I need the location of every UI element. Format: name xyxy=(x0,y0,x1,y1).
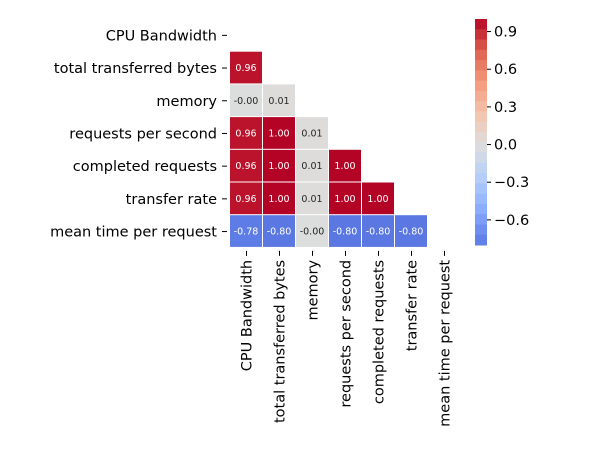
heatmap-cell xyxy=(230,84,262,117)
row-label: CPU Bandwidth xyxy=(106,28,217,44)
heatmap-cell xyxy=(296,215,328,247)
colorbar-tick-label: 0.9 xyxy=(494,25,517,41)
colorbar-segment xyxy=(475,173,487,184)
column-label: memory xyxy=(306,259,322,320)
cell-value-label: -0.80 xyxy=(267,227,292,238)
cell-value-label: 0.96 xyxy=(235,194,256,205)
heatmap-cell xyxy=(230,149,262,182)
cell-value-label: -0.80 xyxy=(366,227,391,238)
colorbar-segment xyxy=(475,70,487,82)
cell-value-label: -0.00 xyxy=(234,96,259,107)
colorbar-segment xyxy=(475,19,487,30)
cell-value-label: 0.96 xyxy=(235,128,256,139)
colorbar-segment xyxy=(475,224,487,236)
colorbar-segment xyxy=(475,111,487,123)
column-label: total transferred bytes xyxy=(273,260,289,423)
cell-value-label: 1.00 xyxy=(334,194,355,205)
row-label: completed requests xyxy=(73,159,217,175)
cell-value-label: 1.00 xyxy=(268,194,289,205)
colorbar-tick-label: 0.6 xyxy=(494,62,517,78)
column-label: transfer rate xyxy=(405,260,421,351)
cell-value-label: -0.80 xyxy=(399,227,424,238)
cell-value-label: 0.01 xyxy=(301,128,322,139)
heatmap-cell xyxy=(263,117,295,149)
cell-value-label: -0.80 xyxy=(333,227,358,238)
cell-value-label: 1.00 xyxy=(367,194,388,205)
colorbar-segment xyxy=(475,234,487,246)
heatmap-cell xyxy=(329,215,361,247)
colorbar-segment xyxy=(475,80,487,92)
row-label: mean time per request xyxy=(50,225,217,241)
colorbar-segment xyxy=(475,142,487,154)
cell-value-label: -0.00 xyxy=(300,227,325,238)
heatmap-cell xyxy=(362,182,394,215)
heatmap-cell xyxy=(395,215,427,247)
colorbar-segment xyxy=(475,39,487,51)
heatmap-cell xyxy=(329,182,361,215)
heatmap-cell xyxy=(329,149,361,182)
colorbar-segment xyxy=(475,214,487,225)
cell-value-label: 0.96 xyxy=(235,161,256,172)
row-label: transfer rate xyxy=(126,192,217,208)
cell-value-label: 0.01 xyxy=(301,194,322,205)
colorbar-segment xyxy=(475,152,487,164)
colorbar-segment xyxy=(475,101,487,112)
colorbar-segment xyxy=(475,49,487,61)
cell-value-label: 1.00 xyxy=(334,161,355,172)
heatmap-cell xyxy=(296,117,328,149)
heatmap-cell xyxy=(263,215,295,247)
cell-value-label: 1.00 xyxy=(268,128,289,139)
cell-value-label: 0.96 xyxy=(235,63,256,74)
heatmap-cell xyxy=(362,215,394,247)
colorbar-segment xyxy=(475,29,487,41)
heatmap-cell xyxy=(230,215,262,247)
colorbar: 0.9 0.6 0.3 0.0 −0.3 −0.6 xyxy=(475,19,529,246)
column-label: completed requests xyxy=(372,260,388,404)
colorbar-segment xyxy=(475,121,487,133)
heatmap-cell xyxy=(230,51,262,84)
colorbar-tick-label: 0.3 xyxy=(494,100,517,116)
heatmap-cell xyxy=(230,182,262,215)
colorbar-segment xyxy=(475,60,487,71)
row-label: total transferred bytes xyxy=(54,61,217,77)
cell-value-label: -0.78 xyxy=(234,227,259,238)
colorbar-segment xyxy=(475,193,487,205)
heatmap-cell xyxy=(263,84,295,117)
cell-value-label: 0.01 xyxy=(301,161,322,172)
column-label: CPU Bandwidth xyxy=(240,260,256,371)
heatmap-cell xyxy=(263,149,295,182)
column-label: mean time per request xyxy=(438,260,454,427)
heatmap-cell xyxy=(296,149,328,182)
cell-value-label: 1.00 xyxy=(268,161,289,172)
colorbar-segment xyxy=(475,132,487,143)
colorbar-segment xyxy=(475,162,487,174)
colorbar-tick-label: −0.3 xyxy=(494,175,529,191)
row-labels: CPU Bandwidth total transferred bytes memo… xyxy=(50,28,227,241)
row-label: memory xyxy=(156,94,217,110)
heatmap-cells: 0.96 -0.00 0.01 0.96 1.00 0.01 0.96 1.00 0.01 1.0… xyxy=(230,51,427,247)
colorbar-segment xyxy=(475,203,487,215)
cell-value-label: 0.01 xyxy=(268,96,289,107)
heatmap-cell xyxy=(230,117,262,149)
column-labels: CPU Bandwidth total transferred bytes memo… xyxy=(240,250,454,427)
colorbar-tick-label: 0.0 xyxy=(494,138,517,154)
colorbar-segment xyxy=(475,90,487,102)
colorbar-tick-label: −0.6 xyxy=(494,213,529,229)
heatmap-cell xyxy=(263,182,295,215)
heatmap-cell xyxy=(296,182,328,215)
row-label: requests per second xyxy=(69,126,217,142)
colorbar-segment xyxy=(475,183,487,195)
column-label: requests per second xyxy=(339,260,355,408)
